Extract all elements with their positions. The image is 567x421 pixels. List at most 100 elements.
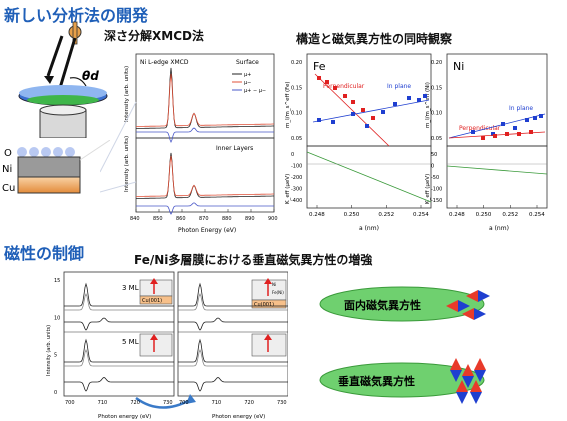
spectra-3ml-curve-b bbox=[178, 292, 288, 311]
fe-xtick-label: 0.252 bbox=[378, 212, 394, 218]
fe-series-perpendicular: Perpendicular bbox=[323, 83, 365, 90]
fe-top-ytick-label: 0.15 bbox=[291, 85, 302, 91]
spectra-5ml-diff bbox=[64, 377, 174, 392]
spectra-ytick-label: 10 bbox=[54, 315, 60, 321]
xmcd-guide-line bbox=[100, 181, 137, 193]
xmcd-ylabel-top: Intensity (arb. units) bbox=[124, 66, 130, 122]
xmcd-ylabel-bottom: Intensity (arb. units) bbox=[124, 136, 130, 192]
fe-inplane-point bbox=[393, 102, 397, 106]
spectra-xtick-label: 730 bbox=[163, 400, 173, 406]
fe-perp-point bbox=[371, 116, 375, 120]
spectra-xtick-label: 700 bbox=[65, 400, 75, 406]
xmcd-xtick-label: 840 bbox=[130, 216, 140, 222]
ni-perp-point bbox=[481, 136, 485, 140]
xmcd-legend: μ+ μ− μ+ − μ− bbox=[232, 72, 266, 94]
xmcd-inner-diff bbox=[136, 202, 274, 215]
layer-label-o: O bbox=[4, 148, 12, 159]
ni-panel-label: Ni bbox=[453, 60, 464, 73]
apparatus-illustration: θd bbox=[18, 21, 108, 138]
label-5ml: 5 ML bbox=[122, 338, 139, 346]
ni-top-ytick-label: 0.20 bbox=[431, 60, 442, 66]
fe-inplane-point bbox=[351, 112, 355, 116]
spectra-3ml-diff bbox=[178, 317, 288, 331]
spectra-ytick-label: 15 bbox=[54, 278, 60, 284]
ni-bottom-ytick-label: 0 bbox=[431, 164, 434, 170]
label-3ml: 3 ML bbox=[122, 284, 139, 292]
ni-keff-line bbox=[446, 165, 548, 175]
spectra-5ml-curve bbox=[178, 338, 288, 363]
spectra-ytick-label: 5 bbox=[54, 353, 57, 359]
layer-label-cu: Cu bbox=[2, 183, 15, 194]
fe-bottom-ytick-label: -300 bbox=[291, 187, 302, 193]
fe-perp-point bbox=[351, 100, 355, 104]
spectra-3ml-curve bbox=[178, 282, 288, 307]
heading-new-method: 新しい分析法の開発 bbox=[4, 6, 149, 25]
svg-text:μ+ − μ−: μ+ − μ− bbox=[244, 88, 266, 94]
spectra-5ml-curve-b bbox=[64, 348, 174, 367]
perpendicular-bubble bbox=[319, 362, 485, 398]
fe-inplane-point bbox=[381, 110, 385, 114]
heading-magnetism-control: 磁性の制御 bbox=[4, 244, 85, 263]
fe-perp-point bbox=[325, 80, 329, 84]
fe-inplane-point bbox=[331, 120, 335, 124]
xmcd-surface-mu-plus bbox=[136, 67, 274, 129]
spectra-xtick-label: 710 bbox=[98, 400, 108, 406]
ni-ylabel-bottom: K_eff (μeV) bbox=[425, 174, 431, 204]
fe-inplane-fit bbox=[312, 99, 430, 123]
ni-perp-point bbox=[493, 134, 497, 138]
fe-bottom-ytick-label: -100 bbox=[291, 164, 302, 170]
xmcd-surface-mu-minus bbox=[136, 73, 274, 127]
svg-text:Fe(Ni): Fe(Ni) bbox=[272, 290, 284, 295]
fe-panel-label: Fe bbox=[313, 60, 326, 73]
xmcd-panel: Ni L-edge XMCD Surface Inner Layers Inte… bbox=[100, 53, 278, 234]
fe-perp-fit bbox=[314, 73, 390, 147]
fe-xlabel: a (nm) bbox=[359, 225, 379, 232]
beam-arrow-icon bbox=[46, 35, 64, 77]
fe-inplane-point bbox=[423, 94, 427, 98]
svg-text:Cu(001): Cu(001) bbox=[142, 298, 162, 304]
ni-bottom-ytick-label: -150 bbox=[431, 198, 442, 204]
ni-xtick-label: 0.248 bbox=[449, 212, 465, 218]
fe-bottom-ytick-label: 0 bbox=[291, 152, 294, 158]
xmcd-xtick-label: 870 bbox=[199, 216, 209, 222]
layer-label-ni: Ni bbox=[2, 164, 12, 175]
perpendicular-arrows-icon bbox=[450, 358, 486, 404]
xmcd-xtick-label: 900 bbox=[268, 216, 278, 222]
ni-inplane-point bbox=[533, 116, 537, 120]
heading-simultaneous: 構造と磁気異方性の同時観察 bbox=[296, 32, 453, 46]
ni-xlabel: a (nm) bbox=[489, 225, 509, 232]
xmcd-xtick-label: 850 bbox=[153, 216, 163, 222]
fe-top-ytick-label: 0.10 bbox=[291, 111, 302, 117]
anisotropy-bubbles: 面内磁気異方性 垂直磁気異方性 bbox=[319, 286, 490, 404]
xmcd-surface-diff bbox=[136, 127, 274, 143]
spectra-3ml-diff bbox=[64, 317, 174, 331]
fe-perp-point bbox=[333, 86, 337, 90]
ni-bottom-ytick-label: -50 bbox=[431, 175, 439, 181]
inset-right-top: Cu(001) Fe(Ni) Ni bbox=[251, 278, 287, 309]
spectra-xtick-label: 710 bbox=[212, 400, 222, 406]
spectra-5ml-curve bbox=[64, 338, 174, 363]
theta-label: θd bbox=[82, 69, 99, 83]
heading-fe-ni-enhance: Fe/Ni多層膜における垂直磁気異方性の増強 bbox=[134, 253, 373, 267]
ni-perp-point bbox=[529, 130, 533, 134]
svg-text:μ−: μ− bbox=[244, 80, 251, 86]
ni-top-ytick-label: 0.05 bbox=[431, 136, 442, 142]
ni-bottom-ytick-label: 50 bbox=[431, 152, 437, 158]
xmcd-xtick-label: 860 bbox=[176, 216, 186, 222]
anisotropy-panels: Fe Ni Perpendicular In plane In plane Pe… bbox=[285, 53, 548, 232]
xmcd-xlabel: Photon Energy (eV) bbox=[178, 227, 236, 234]
spectra-3ml-curve-b bbox=[64, 292, 174, 311]
spectra-xtick-label: 720 bbox=[130, 400, 140, 406]
ni-inplane-point bbox=[539, 114, 543, 118]
fe-top-ytick-label: 0.05 bbox=[291, 136, 302, 142]
fe-xtick-label: 0.248 bbox=[309, 212, 325, 218]
inset-5ml bbox=[139, 333, 173, 357]
curved-arrow-icon bbox=[135, 396, 191, 409]
fe-ylabel-bottom: K_eff (μeV) bbox=[285, 174, 291, 204]
spectra-ytick-label: 0 bbox=[54, 390, 57, 396]
ni-series-perpendicular: Perpendicular bbox=[459, 125, 501, 132]
fe-bottom-ytick-label: -200 bbox=[291, 175, 302, 181]
spectra-ylabel: Intensity (arb. units) bbox=[46, 325, 52, 376]
fe-top-ytick-label: 0.20 bbox=[291, 60, 302, 66]
xmcd-xtick-label: 890 bbox=[245, 216, 255, 222]
